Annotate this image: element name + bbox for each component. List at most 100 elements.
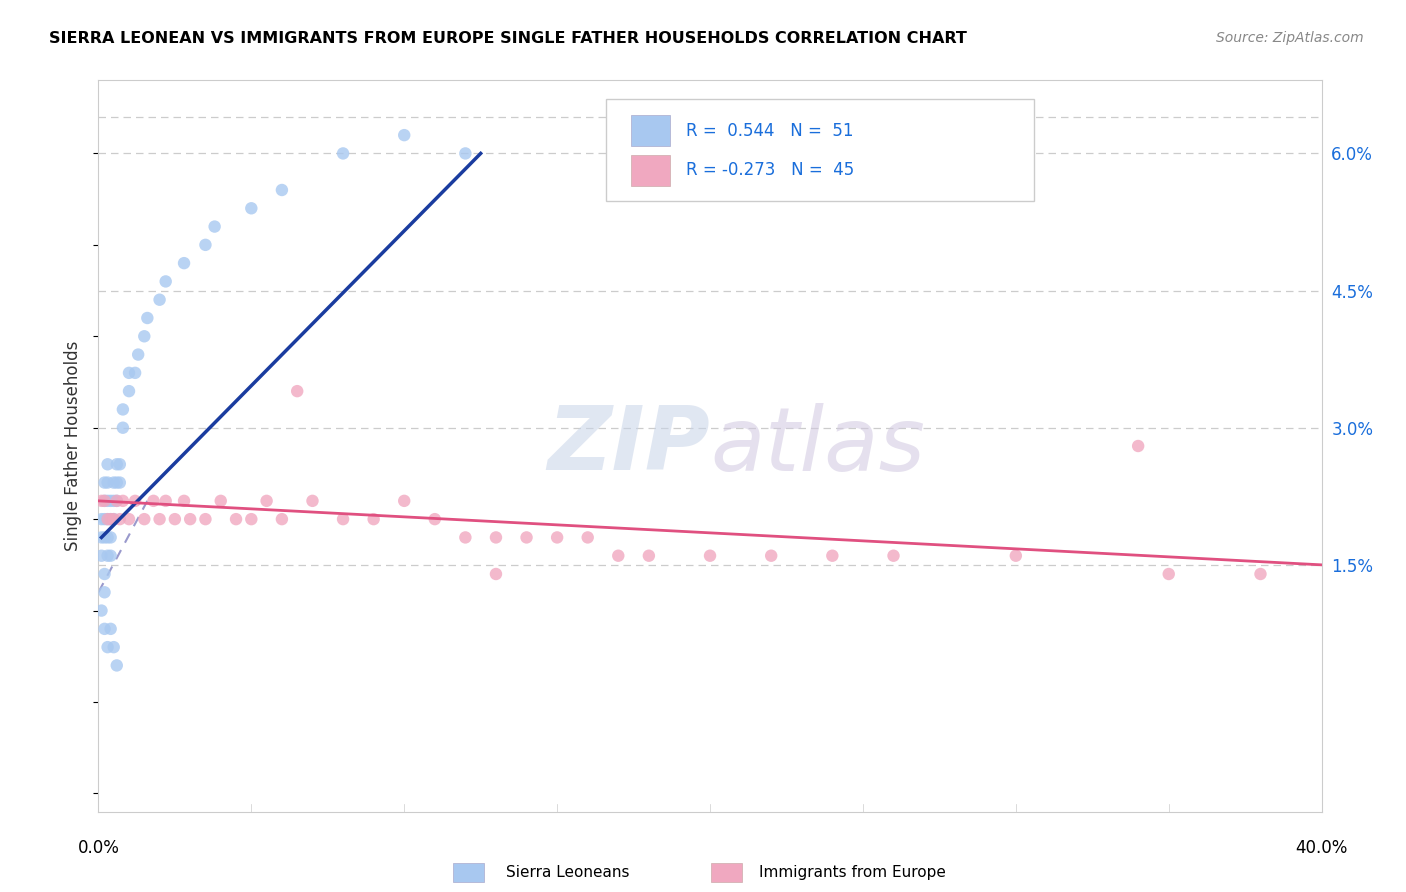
Point bbox=[240, 202, 263, 216]
Text: Immigrants from Europe: Immigrants from Europe bbox=[759, 865, 946, 880]
Point bbox=[332, 146, 354, 161]
Point bbox=[90, 530, 112, 544]
Point bbox=[516, 530, 538, 544]
Point bbox=[209, 494, 232, 508]
Point bbox=[105, 658, 128, 673]
Point bbox=[103, 512, 125, 526]
Point bbox=[108, 475, 131, 490]
Text: ZIP: ZIP bbox=[547, 402, 710, 490]
Text: Sierra Leoneans: Sierra Leoneans bbox=[506, 865, 630, 880]
Point bbox=[155, 275, 177, 289]
Point bbox=[97, 475, 120, 490]
Point bbox=[134, 512, 156, 526]
Point bbox=[142, 494, 165, 508]
Point bbox=[93, 475, 115, 490]
Point bbox=[90, 549, 112, 563]
Point bbox=[97, 494, 120, 508]
Point bbox=[163, 512, 186, 526]
Point bbox=[100, 530, 122, 544]
Point bbox=[270, 512, 292, 526]
Point bbox=[90, 494, 112, 508]
Point bbox=[392, 128, 416, 143]
Point bbox=[485, 530, 508, 544]
Point bbox=[93, 622, 115, 636]
Point bbox=[155, 494, 177, 508]
Point bbox=[90, 512, 112, 526]
Point bbox=[97, 530, 120, 544]
Point bbox=[118, 384, 141, 398]
Text: SIERRA LEONEAN VS IMMIGRANTS FROM EUROPE SINGLE FATHER HOUSEHOLDS CORRELATION CH: SIERRA LEONEAN VS IMMIGRANTS FROM EUROPE… bbox=[49, 31, 967, 46]
Point bbox=[108, 458, 131, 472]
Point bbox=[485, 567, 508, 582]
Point bbox=[576, 530, 599, 544]
FancyBboxPatch shape bbox=[630, 155, 669, 186]
Point bbox=[100, 512, 122, 526]
Point bbox=[105, 458, 128, 472]
Point bbox=[204, 219, 226, 234]
Point bbox=[108, 512, 131, 526]
Point bbox=[149, 512, 172, 526]
Point bbox=[285, 384, 308, 398]
Point bbox=[93, 567, 115, 582]
Point bbox=[97, 640, 120, 655]
Point bbox=[1249, 567, 1271, 582]
Point bbox=[111, 402, 134, 417]
Text: atlas: atlas bbox=[710, 403, 925, 489]
Point bbox=[97, 512, 120, 526]
Point bbox=[111, 421, 134, 435]
Point bbox=[118, 512, 141, 526]
Point bbox=[105, 475, 128, 490]
Point bbox=[759, 549, 782, 563]
Point bbox=[103, 512, 125, 526]
Point bbox=[100, 512, 122, 526]
Point bbox=[124, 494, 146, 508]
Point bbox=[97, 549, 120, 563]
FancyBboxPatch shape bbox=[606, 99, 1035, 201]
Point bbox=[363, 512, 385, 526]
Point bbox=[93, 494, 115, 508]
Point bbox=[173, 256, 195, 270]
Point bbox=[256, 494, 278, 508]
Point bbox=[93, 530, 115, 544]
FancyBboxPatch shape bbox=[630, 115, 669, 146]
Point bbox=[103, 475, 125, 490]
Point bbox=[392, 494, 416, 508]
Point bbox=[454, 146, 477, 161]
Text: Source: ZipAtlas.com: Source: ZipAtlas.com bbox=[1216, 31, 1364, 45]
Point bbox=[1157, 567, 1180, 582]
Point bbox=[179, 512, 201, 526]
Point bbox=[301, 494, 323, 508]
Point bbox=[100, 494, 122, 508]
Point bbox=[1128, 439, 1150, 453]
Point bbox=[332, 512, 354, 526]
Point bbox=[97, 512, 120, 526]
Point bbox=[93, 512, 115, 526]
Point bbox=[699, 549, 721, 563]
Point bbox=[454, 530, 477, 544]
Point bbox=[103, 640, 125, 655]
Point bbox=[194, 512, 217, 526]
Point bbox=[134, 329, 156, 343]
Text: 40.0%: 40.0% bbox=[1295, 839, 1348, 857]
Point bbox=[546, 530, 568, 544]
Text: R =  0.544   N =  51: R = 0.544 N = 51 bbox=[686, 121, 853, 140]
Point bbox=[423, 512, 446, 526]
Point bbox=[105, 494, 128, 508]
Point bbox=[124, 366, 146, 380]
Text: 0.0%: 0.0% bbox=[77, 839, 120, 857]
Point bbox=[270, 183, 292, 197]
Point bbox=[149, 293, 172, 307]
Point bbox=[637, 549, 661, 563]
Point bbox=[607, 549, 630, 563]
Point bbox=[111, 494, 134, 508]
Point bbox=[100, 622, 122, 636]
Point bbox=[883, 549, 905, 563]
Point bbox=[118, 366, 141, 380]
Point bbox=[93, 494, 115, 508]
Point bbox=[194, 238, 217, 252]
Point bbox=[1004, 549, 1026, 563]
Point bbox=[93, 585, 115, 599]
Point bbox=[240, 512, 263, 526]
Point bbox=[127, 348, 149, 362]
Point bbox=[105, 494, 128, 508]
